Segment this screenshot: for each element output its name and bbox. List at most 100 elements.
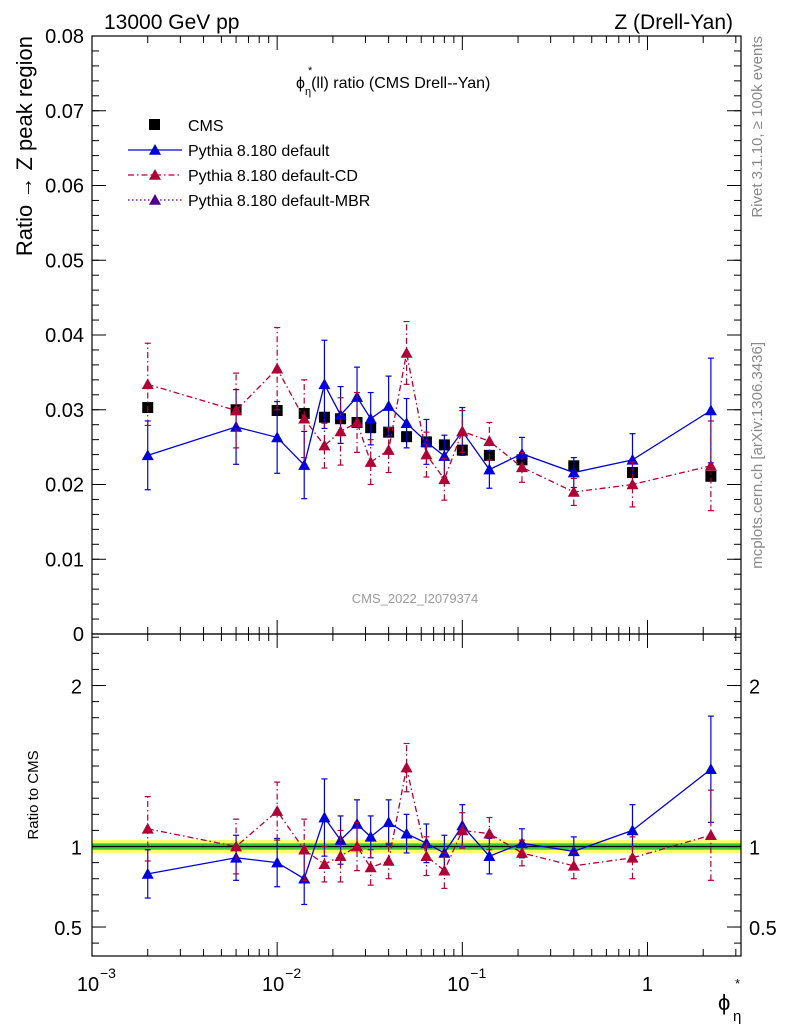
- marker: [420, 435, 433, 447]
- x-tick-label: 10−3: [77, 965, 116, 996]
- ratio-series-1: [141, 742, 717, 889]
- marker: [382, 444, 395, 455]
- marker: [515, 461, 528, 473]
- marker: [364, 412, 377, 424]
- legend-label: Pythia 8.180 default: [188, 143, 330, 160]
- legend-marker: [149, 144, 161, 155]
- marker: [438, 846, 451, 858]
- marker: [364, 830, 377, 842]
- series-line: [147, 382, 712, 474]
- svg-text:−1: −1: [470, 965, 486, 981]
- marker: [318, 811, 331, 823]
- marker: [364, 861, 377, 873]
- marker: [230, 404, 243, 416]
- marker: [400, 346, 413, 358]
- marker: [271, 362, 284, 374]
- marker: [704, 829, 717, 841]
- header-left: 13000 GeV pp: [104, 11, 239, 34]
- y-tick-label: 0.07: [45, 101, 84, 123]
- x-tick-label: 10−2: [262, 965, 301, 996]
- marker: [230, 420, 243, 432]
- ratio-y-tick-label: 1: [71, 838, 82, 860]
- marker: [567, 485, 580, 497]
- marker: [704, 763, 717, 775]
- marker: [704, 459, 717, 471]
- y-tick-label: 0: [73, 624, 84, 646]
- svg-text:10: 10: [447, 974, 469, 996]
- ratio-y-tick-label: 0.5: [54, 918, 82, 940]
- watermark: CMS_2022_I2079374: [352, 591, 479, 606]
- legend: CMS Pythia 8.180 default Pythia 8.180 defa…: [128, 118, 370, 210]
- ratio-y-tick-label-right: 0.5: [749, 918, 777, 940]
- legend-label: Pythia 8.180 default-MBR: [188, 193, 370, 210]
- y-tick-label: 0.01: [45, 549, 84, 571]
- marker: [483, 435, 496, 446]
- marker: [141, 867, 154, 879]
- x-axis-label: ϕ * η: [718, 976, 741, 1025]
- axes-frame: [91, 633, 742, 957]
- data-point: [705, 470, 717, 482]
- x-tick-label: 10−1: [447, 965, 486, 996]
- marker: [400, 827, 413, 839]
- header-right: Z (Drell-Yan): [614, 11, 733, 34]
- main-y-axis-label: Ratio → Z peak region: [12, 36, 37, 256]
- marker: [271, 856, 284, 868]
- marker: [230, 840, 243, 852]
- marker: [382, 855, 395, 866]
- ratio-panel: 0.5 0.51 12 210−310−210−11 Ratio to CMS ϕ *…: [25, 633, 777, 1025]
- marker: [298, 459, 311, 470]
- ratio-y-tick-label-right: 2: [749, 677, 760, 699]
- legend-item: Pythia 8.180 default-MBR: [128, 193, 370, 210]
- ratio-y-axis-label: Ratio to CMS: [25, 750, 42, 839]
- marker: [400, 761, 413, 773]
- marker: [420, 448, 433, 460]
- title-sub: η: [305, 86, 311, 98]
- marker: [318, 858, 331, 870]
- series-line: [147, 352, 712, 493]
- series-2: [141, 320, 717, 512]
- x-tick-label: 1: [642, 974, 653, 996]
- svg-text:−2: −2: [285, 965, 301, 981]
- marker: [626, 851, 639, 863]
- legend-item: Pythia 8.180 default: [128, 143, 330, 160]
- marker: [351, 817, 364, 829]
- marker: [483, 463, 496, 475]
- plot-title: ϕη(ll) ratio (CMS Drell--Yan) *: [296, 65, 490, 98]
- x-axis-label-sup: *: [735, 976, 740, 991]
- marker: [271, 805, 284, 816]
- ratio-plot-area: [92, 715, 741, 906]
- marker: [456, 425, 469, 437]
- y-tick-label: 0.08: [45, 26, 84, 48]
- marker: [567, 466, 580, 478]
- marker: [334, 425, 347, 437]
- marker: [704, 404, 717, 416]
- marker: [271, 431, 284, 443]
- marker: [141, 822, 154, 834]
- marker: [141, 378, 154, 390]
- marker: [351, 416, 364, 428]
- svg-text:−3: −3: [100, 965, 116, 981]
- ratio-y-tick-label-right: 1: [749, 838, 760, 860]
- marker: [382, 400, 395, 411]
- title-phi: ϕ: [296, 75, 305, 92]
- svg-text:ϕη(ll) ratio (CMS Drell--Yan): ϕη(ll) ratio (CMS Drell--Yan): [296, 75, 490, 98]
- marker: [400, 417, 413, 429]
- marker: [318, 378, 331, 390]
- legend-item: CMS: [149, 118, 224, 135]
- y-tick-label: 0.05: [45, 250, 84, 272]
- marker: [420, 850, 433, 861]
- marker: [438, 864, 451, 876]
- y-tick-label: 0.03: [45, 400, 84, 422]
- marker: [298, 843, 311, 855]
- x-axis-label-sub: η: [733, 1008, 741, 1024]
- svg-text:1: 1: [642, 974, 653, 996]
- legend-item: Pythia 8.180 default-CD: [128, 168, 358, 185]
- legend-label: Pythia 8.180 default-CD: [188, 168, 358, 185]
- series-line: [147, 767, 712, 872]
- marker: [298, 412, 311, 424]
- marker: [334, 850, 347, 861]
- marker: [351, 840, 364, 852]
- marker: [141, 449, 154, 461]
- legend-label: CMS: [188, 118, 224, 135]
